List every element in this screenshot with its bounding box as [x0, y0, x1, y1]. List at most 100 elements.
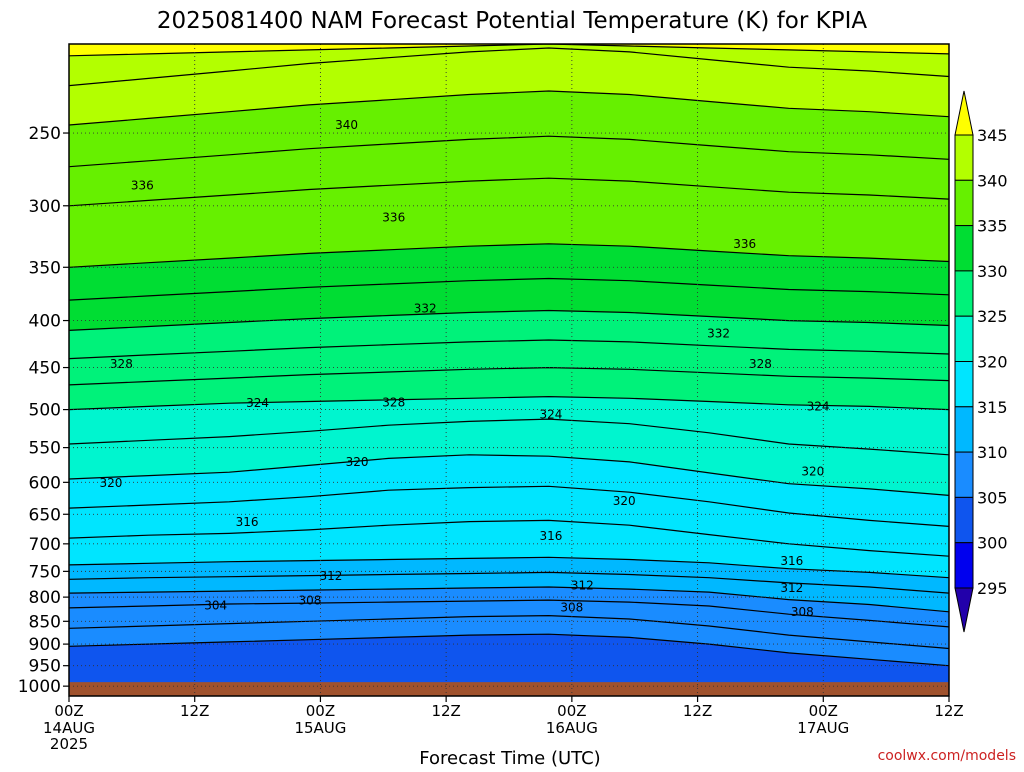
colorbar-band-300 — [954, 496, 974, 544]
y-tick-label-600: 600 — [29, 473, 61, 493]
contour-342 — [69, 47, 949, 87]
y-tick-label-550: 550 — [29, 439, 61, 459]
contour-330 — [69, 309, 949, 331]
colorbar-tick-325: 325 — [977, 307, 1008, 326]
contour-334 — [69, 243, 949, 268]
contour-label-332: 332 — [414, 301, 437, 315]
contour-label-320: 320 — [346, 455, 369, 469]
contour-328 — [69, 339, 949, 360]
x-axis-label: Forecast Time (UTC) — [419, 748, 600, 768]
colorbar-band-295 — [954, 542, 974, 589]
x-tick-sublabel-48-0: 16AUG — [546, 719, 598, 737]
x-tick-label-12: 12Z — [180, 702, 209, 720]
contour-label-328: 328 — [110, 357, 133, 371]
contour-label-308: 308 — [560, 600, 583, 614]
contour-label-328: 328 — [382, 395, 405, 409]
x-tick-sublabel-72-0: 17AUG — [797, 719, 849, 737]
contour-336 — [69, 177, 949, 207]
contour-labels: 340 336 336 336 332 332 328 328 328 324 324 324 320 3… — [99, 118, 829, 619]
chart-title: 2025081400 NAM Forecast Potential Temper… — [157, 8, 867, 34]
colorbar-tick-330: 330 — [977, 262, 1008, 281]
contour-lines — [69, 44, 949, 667]
contour-label-332: 332 — [707, 326, 730, 340]
contour-label-328: 328 — [749, 357, 772, 371]
filled-bands — [69, 44, 949, 696]
contour-340 — [69, 90, 949, 126]
contour-label-336: 336 — [131, 178, 154, 192]
colorbar-tick-315: 315 — [977, 398, 1008, 417]
colorbar: 345 340 335 330 325 320 315 310 305 300 295 — [954, 90, 1008, 633]
colorbar-tick-345: 345 — [977, 126, 1008, 145]
y-tick-label-500: 500 — [29, 401, 61, 421]
y-tick-label-300: 300 — [29, 197, 61, 217]
band-fill-304 — [69, 634, 949, 696]
y-tick-label-950: 950 — [29, 657, 61, 677]
x-tick-label-72: 00Z — [809, 702, 838, 720]
x-tick-label-48: 00Z — [557, 702, 586, 720]
contour-306 — [69, 614, 949, 650]
contour-label-312: 312 — [571, 578, 594, 592]
ground-band — [69, 682, 949, 696]
x-tick-label-0: 00Z — [54, 702, 83, 720]
y-tick-label-850: 850 — [29, 612, 61, 632]
y-tick-label-1000: 1000 — [18, 677, 61, 697]
contour-label-320: 320 — [613, 494, 636, 508]
contour-338 — [69, 135, 949, 168]
y-tick-label-700: 700 — [29, 535, 61, 555]
contour-label-316: 316 — [780, 554, 803, 568]
contour-label-336: 336 — [382, 211, 405, 225]
colorbar-band-330 — [954, 225, 974, 272]
colorbar-tick-320: 320 — [977, 353, 1008, 372]
contour-label-312: 312 — [780, 581, 803, 595]
colorbar-band-335 — [954, 179, 974, 227]
contour-316 — [69, 519, 949, 557]
colorbar-tick-295: 295 — [977, 579, 1008, 598]
y-tick-label-400: 400 — [29, 312, 61, 332]
contour-label-308: 308 — [298, 594, 321, 608]
contour-label-320: 320 — [801, 465, 824, 479]
plot-frame — [68, 43, 950, 697]
contour-308 — [69, 599, 949, 628]
x-tick-sublabel-0-1: 2025 — [50, 735, 88, 753]
colorbar-band-340 — [954, 134, 974, 181]
contour-label-324: 324 — [807, 399, 830, 413]
contour-label-308: 308 — [791, 605, 814, 619]
y-tick-label-750: 750 — [29, 562, 61, 582]
x-tick-label-60: 12Z — [683, 702, 712, 720]
y-tick-label-900: 900 — [29, 635, 61, 655]
contour-label-304: 304 — [204, 599, 227, 613]
contour-318 — [69, 485, 949, 527]
contour-label-340: 340 — [335, 118, 358, 132]
contour-label-316: 316 — [539, 529, 562, 543]
colorbar-band-310 — [954, 406, 974, 453]
contour-322 — [69, 418, 949, 456]
contour-label-324: 324 — [246, 396, 269, 410]
colorbar-tick-335: 335 — [977, 217, 1008, 236]
colorbar-band-325 — [954, 270, 974, 317]
x-tick-sublabel-0-0: 14AUG — [43, 719, 95, 737]
colorbar-tick-300: 300 — [977, 534, 1008, 553]
colorbar-tick-310: 310 — [977, 443, 1008, 462]
contour-312 — [69, 571, 949, 594]
colorbar-band-315 — [954, 361, 974, 408]
contour-label-320: 320 — [99, 476, 122, 490]
grid-lines — [69, 44, 949, 696]
x-tick-label-84: 12Z — [934, 702, 963, 720]
contour-324 — [69, 395, 949, 411]
colorbar-band-305 — [954, 451, 974, 498]
colorbar-tick-340: 340 — [977, 171, 1008, 190]
y-tick-label-350: 350 — [29, 258, 61, 278]
colorbar-top-arrow — [954, 90, 974, 136]
contour-label-312: 312 — [319, 569, 342, 583]
contour-label-316: 316 — [236, 515, 259, 529]
x-tick-label-24: 00Z — [306, 702, 335, 720]
contour-314 — [69, 556, 949, 579]
y-tick-label-250: 250 — [29, 124, 61, 144]
contour-320 — [69, 454, 949, 496]
plot-area: 340 336 336 336 332 332 328 328 328 324 324 324 320 3… — [69, 44, 949, 696]
contour-label-336: 336 — [733, 237, 756, 251]
y-tick-label-800: 800 — [29, 588, 61, 608]
contour-344 — [69, 44, 949, 57]
